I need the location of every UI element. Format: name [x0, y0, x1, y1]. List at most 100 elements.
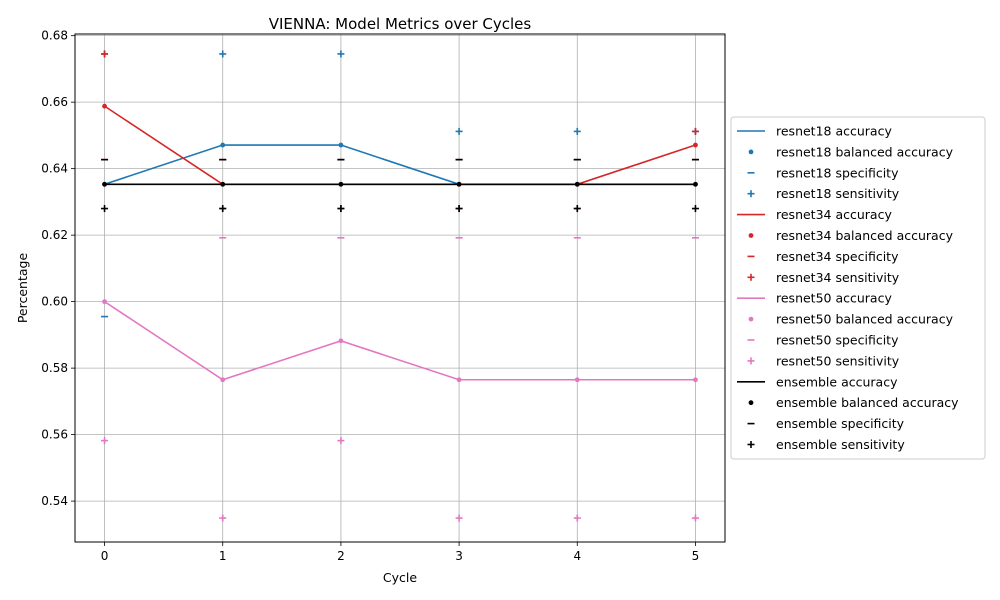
legend-item: resnet34 balanced accuracy — [748, 228, 954, 243]
legend-item: ensemble sensitivity — [747, 437, 905, 452]
y-tick-label: 0.62 — [41, 228, 68, 242]
resnet50-balanced-accuracy-point — [693, 377, 698, 383]
ensemble-sensitivity-point — [219, 205, 227, 213]
x-tick-label: 4 — [573, 549, 581, 563]
resnet34-series — [101, 50, 699, 213]
legend-item: resnet18 accuracy — [737, 124, 892, 139]
x-axis-label: Cycle — [383, 570, 417, 585]
ensemble-balanced-accuracy-point — [102, 181, 107, 187]
legend-item: resnet18 balanced accuracy — [748, 144, 954, 159]
x-tick-label: 5 — [692, 549, 700, 563]
resnet18-balanced-accuracy-point — [338, 142, 344, 148]
resnet34-balanced-accuracy-point — [102, 103, 107, 109]
y-tick-label: 0.54 — [41, 494, 68, 508]
legend-marker-swatch — [747, 357, 755, 365]
legend-marker-swatch — [748, 400, 754, 406]
legend-marker-swatch — [748, 149, 754, 155]
legend-label: ensemble balanced accuracy — [776, 395, 959, 410]
x-tick-label: 1 — [219, 549, 227, 563]
legend-item: resnet34 sensitivity — [747, 270, 900, 285]
legend-marker-swatch — [748, 316, 754, 322]
legend-item: resnet18 sensitivity — [747, 186, 900, 201]
ensemble-balanced-accuracy-point — [693, 181, 698, 187]
resnet50-balanced-accuracy-point — [456, 377, 462, 383]
resnet50-balanced-accuracy-point — [102, 299, 107, 305]
resnet18-sensitivity-point — [219, 50, 227, 58]
ensemble-sensitivity-point — [101, 205, 109, 213]
resnet50-series — [101, 158, 699, 522]
legend-label: resnet18 accuracy — [776, 124, 892, 139]
ensemble-balanced-accuracy-point — [220, 181, 226, 187]
resnet50-balanced-accuracy-point — [574, 377, 580, 383]
legend-item: resnet34 accuracy — [737, 207, 892, 222]
resnet50-balanced-accuracy-point — [338, 338, 344, 344]
ensemble-sensitivity-point — [573, 205, 581, 213]
resnet50-sensitivity-point — [691, 514, 699, 522]
ensemble-balanced-accuracy-point — [338, 181, 344, 187]
legend-frame — [730, 116, 986, 460]
resnet34-sensitivity-point — [101, 50, 109, 58]
y-tick-label: 0.64 — [41, 162, 68, 176]
legend-label: resnet18 sensitivity — [776, 186, 900, 201]
legend-label: resnet50 accuracy — [776, 291, 892, 306]
legend-marker-swatch — [748, 233, 754, 238]
ensemble-sensitivity-point — [455, 205, 463, 213]
legend-item: ensemble balanced accuracy — [748, 395, 959, 410]
resnet18-sensitivity-point — [337, 50, 345, 58]
y-tick-label: 0.68 — [41, 29, 68, 43]
legend-item: ensemble specificity — [747, 416, 905, 431]
ensemble-sensitivity-point — [337, 205, 345, 213]
legend-label: resnet34 specificity — [776, 249, 899, 264]
tick-layer: 0 1 2 3 4 5 0.54 0.56 0.58 0.60 0.62 0.64 0.66 0.68 — [41, 29, 699, 563]
x-tick-label: 2 — [337, 549, 345, 563]
resnet50-sensitivity-point — [337, 437, 345, 445]
legend-item: resnet50 sensitivity — [747, 353, 900, 368]
legend-label: resnet50 sensitivity — [776, 353, 900, 368]
legend-label: resnet34 balanced accuracy — [776, 228, 954, 243]
resnet18-balanced-accuracy-point — [220, 142, 226, 148]
resnet50-sensitivity-point — [573, 514, 581, 522]
x-tick-label: 0 — [101, 549, 109, 563]
legend-marker-swatch — [747, 190, 755, 198]
ensemble-sensitivity-point — [691, 205, 699, 213]
legend: resnet18 accuracy resnet18 balanced accur… — [730, 116, 986, 460]
resnet34-accuracy-line — [104, 105, 696, 186]
series-layer — [101, 50, 699, 522]
legend-item: resnet50 balanced accuracy — [748, 312, 954, 327]
legend-label: resnet34 accuracy — [776, 207, 892, 222]
resnet34-sensitivity-point — [691, 127, 699, 135]
resnet50-accuracy-line — [104, 300, 696, 381]
grid-layer — [75, 34, 725, 542]
legend-label: ensemble specificity — [776, 416, 905, 431]
legend-marker-swatch — [747, 273, 755, 281]
resnet50-sensitivity-point — [455, 514, 463, 522]
y-tick-label: 0.60 — [41, 295, 68, 309]
chart-title: VIENNA: Model Metrics over Cycles — [269, 15, 532, 33]
resnet18-sensitivity-point — [455, 127, 463, 135]
legend-label: resnet18 balanced accuracy — [776, 144, 954, 159]
resnet50-sensitivity-point — [101, 437, 109, 445]
legend-item: resnet50 specificity — [747, 333, 899, 348]
legend-marker-swatch — [747, 441, 755, 448]
plot-frame — [74, 33, 726, 543]
resnet50-sensitivity-point — [219, 514, 227, 522]
ensemble-balanced-accuracy-point — [456, 181, 462, 187]
ensemble-balanced-accuracy-point — [574, 181, 580, 187]
legend-item: resnet50 accuracy — [737, 291, 892, 306]
ensemble-series — [101, 158, 699, 213]
x-tick-label: 3 — [455, 549, 463, 563]
y-tick-label: 0.56 — [41, 428, 68, 442]
legend-label: resnet18 specificity — [776, 165, 899, 180]
resnet18-sensitivity-point — [573, 127, 581, 135]
legend-item: resnet34 specificity — [747, 249, 899, 264]
legend-label: resnet34 sensitivity — [776, 270, 900, 285]
legend-label: resnet50 specificity — [776, 333, 899, 348]
legend-item: resnet18 specificity — [747, 165, 899, 180]
y-tick-label: 0.58 — [41, 361, 68, 375]
y-tick-label: 0.66 — [41, 95, 68, 109]
legend-label: ensemble sensitivity — [776, 437, 905, 452]
legend-item: ensemble accuracy — [737, 374, 898, 389]
resnet34-balanced-accuracy-point — [693, 142, 698, 148]
resnet50-balanced-accuracy-point — [220, 377, 226, 383]
